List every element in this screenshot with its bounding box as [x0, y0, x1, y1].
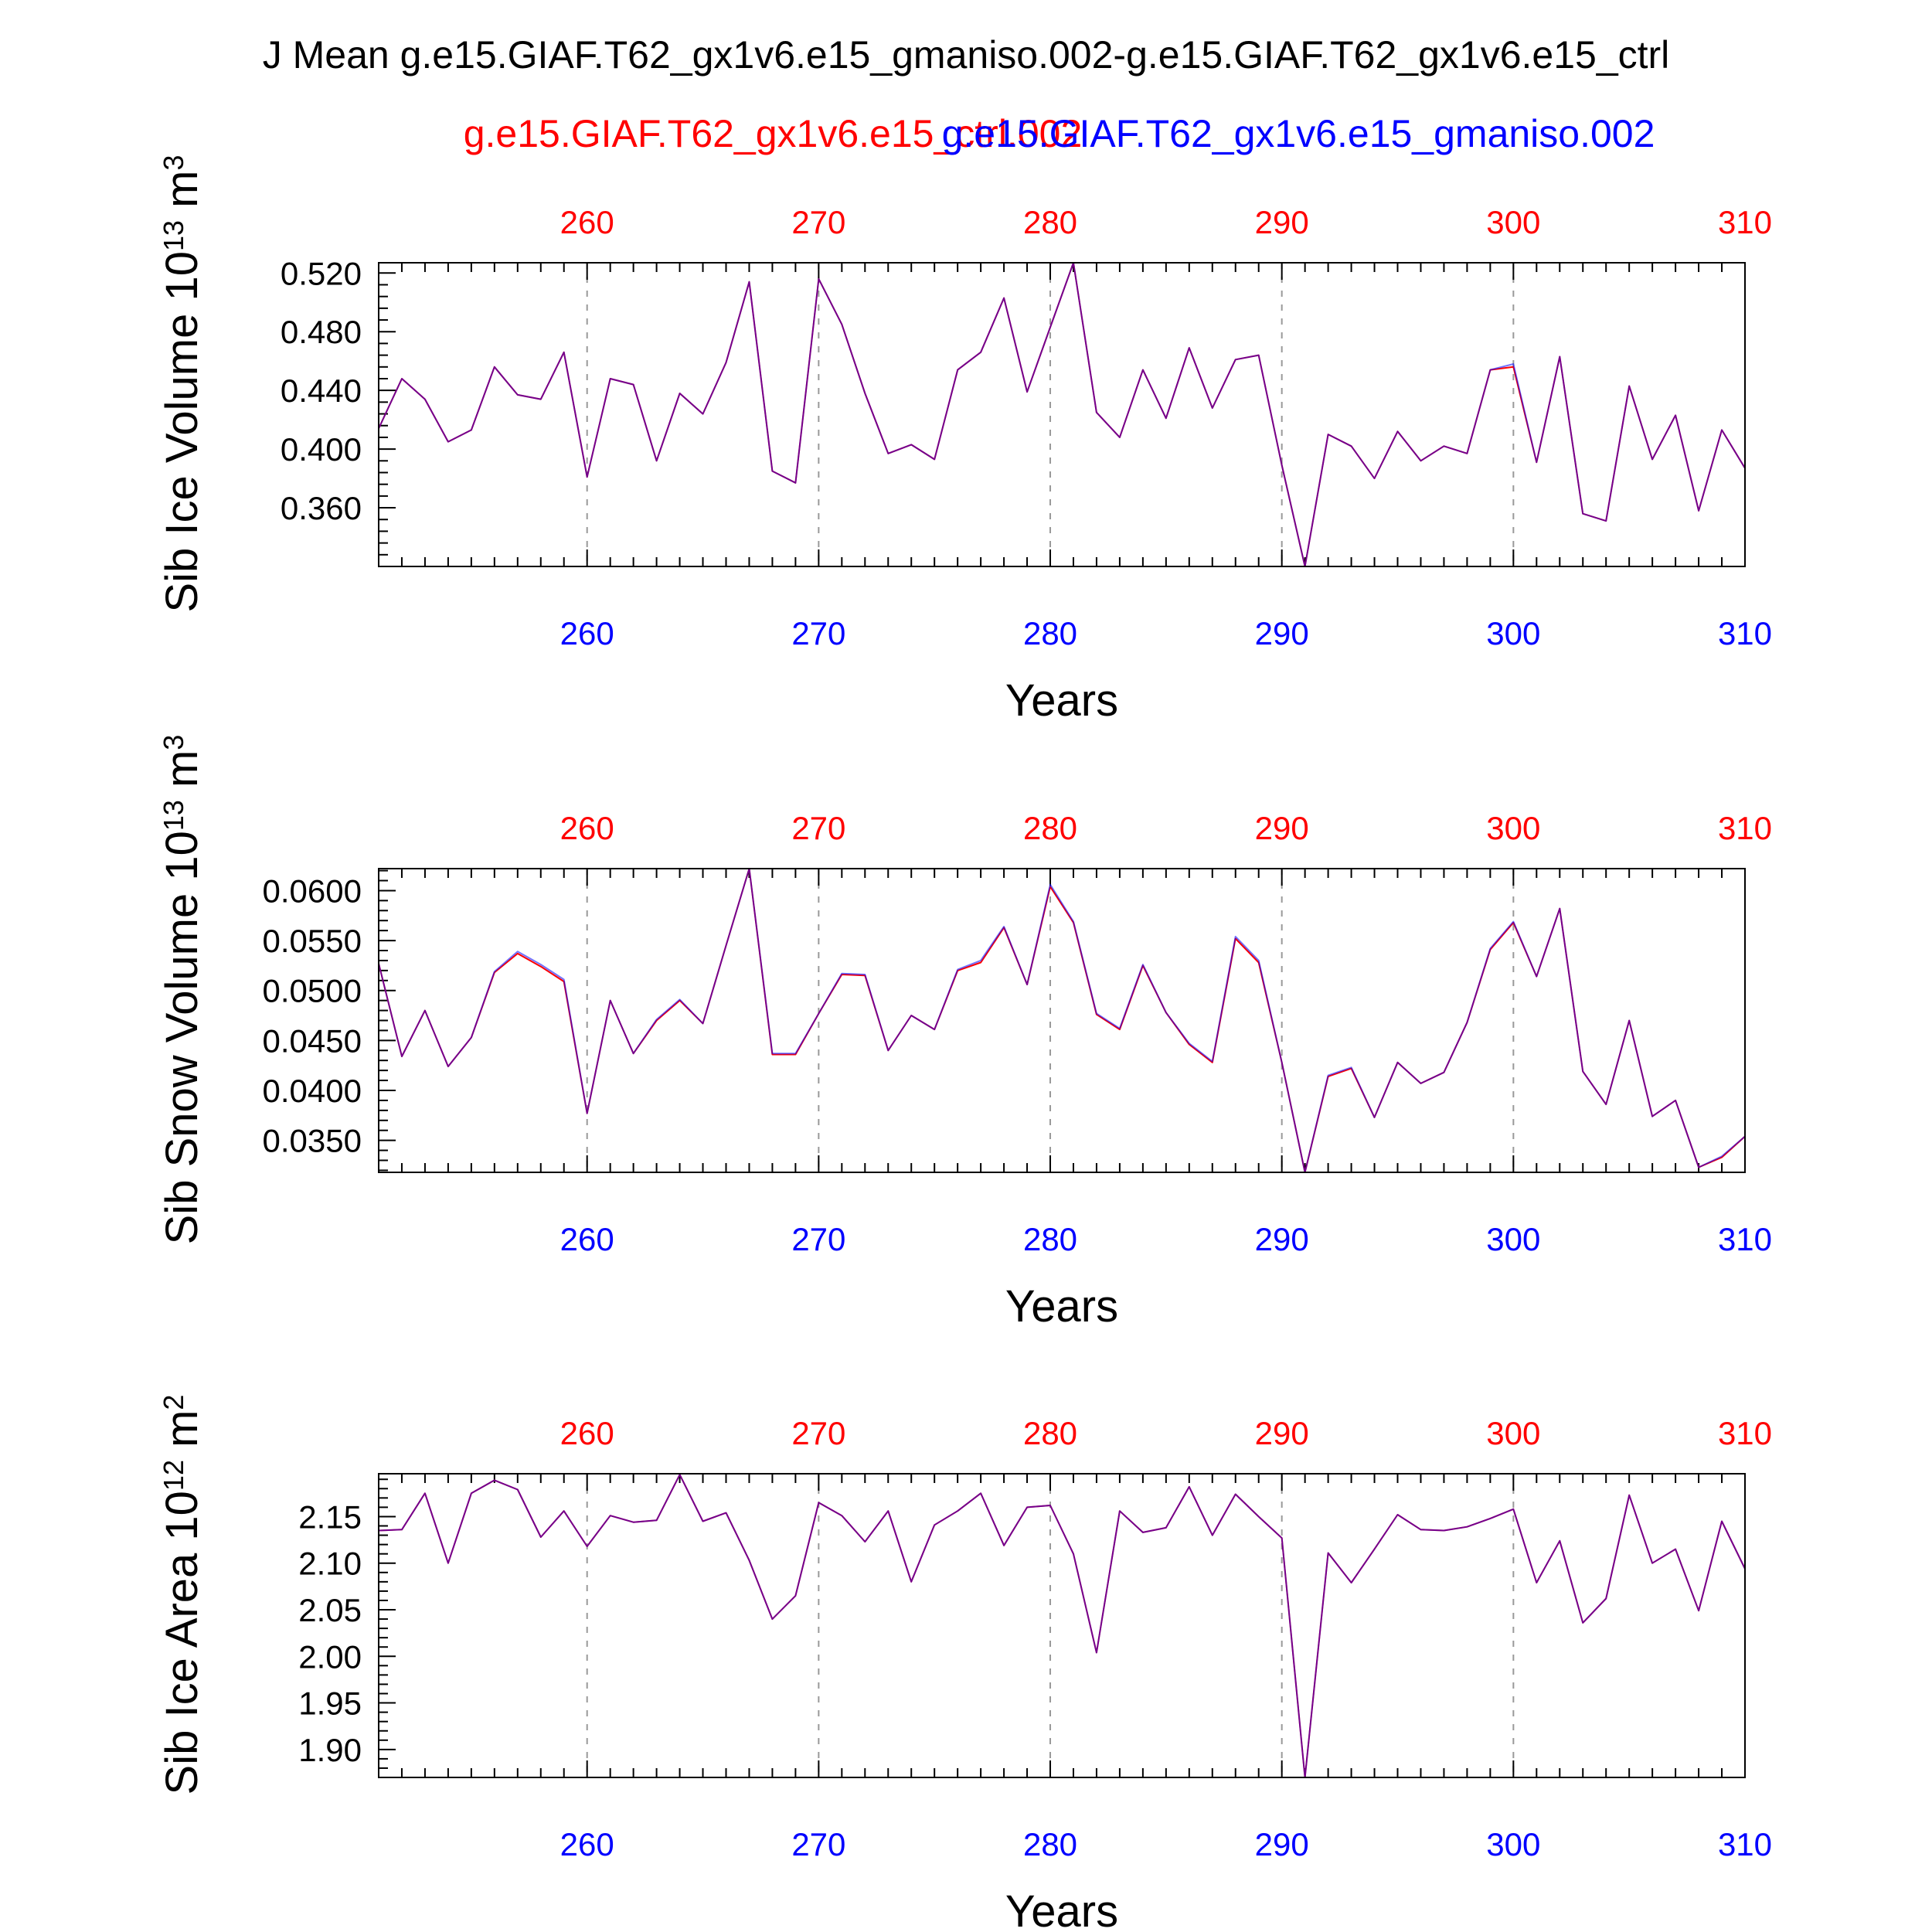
- x-tick-label-top: 290: [1255, 1415, 1309, 1451]
- x-tick-label-bottom: 290: [1255, 615, 1309, 651]
- figure-title: J Mean g.e15.GIAF.T62_gx1v6.e15_gmaniso.…: [263, 33, 1670, 77]
- x-tick-label-bottom: 300: [1486, 615, 1540, 651]
- series-line-2: [378, 1474, 1746, 1778]
- y-tick-label: 2.00: [298, 1638, 362, 1675]
- y-tick-label: 0.0600: [263, 872, 362, 909]
- y-tick-label: 0.440: [281, 372, 362, 409]
- x-axis-title: Years: [1005, 1886, 1118, 1932]
- y-tick-label: 1.90: [298, 1732, 362, 1768]
- chart-panel-1: 0.360 0.400 0.440 0.480 0.520 260 260 270 270 280…: [157, 155, 1772, 726]
- x-tick-label-bottom: 260: [560, 1221, 614, 1257]
- x-tick-label-bottom: 300: [1486, 1826, 1540, 1862]
- x-tick-label-top: 310: [1718, 204, 1772, 240]
- y-axis-title-superscript: 12: [158, 1460, 189, 1491]
- x-tick-label-top: 300: [1486, 1415, 1540, 1451]
- y-tick-label: 0.0550: [263, 923, 362, 959]
- y-axis-title-text: m: [157, 1410, 207, 1460]
- series-line-2: [378, 262, 1746, 567]
- series-line-1: [378, 262, 1746, 567]
- x-tick-label-bottom: 270: [791, 1826, 845, 1862]
- plot-frame: [378, 868, 1746, 1173]
- y-axis-title: Sib Ice Area 1012 m2: [157, 1395, 207, 1795]
- plot-frame: [378, 262, 1746, 567]
- x-tick-label-bottom: 280: [1023, 1221, 1077, 1257]
- y-axis-title-superscript: 13: [158, 220, 189, 251]
- x-tick-label-bottom: 310: [1718, 1826, 1772, 1862]
- x-tick-label-bottom: 310: [1718, 1221, 1772, 1257]
- series-line-1: [378, 1474, 1746, 1778]
- x-tick-label-bottom: 270: [791, 1221, 845, 1257]
- plot-frame: [378, 1473, 1746, 1778]
- y-axis-title-superscript: 3: [158, 155, 189, 170]
- y-tick-label: 2.15: [298, 1498, 362, 1535]
- x-tick-label-top: 270: [791, 204, 845, 240]
- y-axis-title-text: Sib Ice Volume 10: [157, 251, 207, 613]
- series-line-2: [378, 868, 1746, 1173]
- panels: 0.360 0.400 0.440 0.480 0.520 260 260 270 270 280…: [157, 155, 1772, 1932]
- y-tick-label: 0.0450: [263, 1022, 362, 1059]
- y-tick-label: 0.0350: [263, 1123, 362, 1159]
- x-tick-label-top: 300: [1486, 810, 1540, 846]
- chart-panel-2: 0.0350 0.0400 0.0450 0.0500 0.0550 0.0600 260 2…: [157, 735, 1772, 1332]
- y-axis-title-superscript: 13: [158, 800, 189, 831]
- y-tick-label: 0.400: [281, 431, 362, 468]
- y-axis-title-superscript: 2: [158, 1395, 189, 1410]
- x-tick-label-top: 260: [560, 204, 614, 240]
- x-tick-label-top: 260: [560, 810, 614, 846]
- series-line-1: [378, 868, 1746, 1173]
- x-tick-label-bottom: 270: [791, 615, 845, 651]
- x-tick-label-top: 270: [791, 1415, 845, 1451]
- x-tick-label-top: 270: [791, 810, 845, 846]
- y-tick-label: 0.520: [281, 255, 362, 291]
- y-axis-title-text: m: [157, 750, 207, 800]
- x-tick-label-bottom: 300: [1486, 1221, 1540, 1257]
- x-tick-label-top: 260: [560, 1415, 614, 1451]
- y-tick-label: 2.10: [298, 1546, 362, 1582]
- x-tick-label-bottom: 260: [560, 1826, 614, 1862]
- x-tick-label-top: 310: [1718, 1415, 1772, 1451]
- x-tick-label-bottom: 280: [1023, 615, 1077, 651]
- y-axis-title-text: m: [157, 171, 207, 220]
- x-axis-title: Years: [1005, 675, 1118, 726]
- case-label-top: g.e15.GIAF.T62_gx1v6.e15_ctrl.002: [464, 112, 1083, 155]
- y-tick-label: 0.0500: [263, 973, 362, 1009]
- y-axis-title-text: Sib Snow Volume 10: [157, 831, 207, 1244]
- x-tick-label-bottom: 290: [1255, 1221, 1309, 1257]
- y-axis-title: Sib Snow Volume 1013 m3: [157, 735, 207, 1245]
- x-tick-label-top: 290: [1255, 810, 1309, 846]
- y-tick-label: 2.05: [298, 1592, 362, 1628]
- x-tick-label-bottom: 290: [1255, 1826, 1309, 1862]
- y-tick-label: 0.0400: [263, 1073, 362, 1109]
- y-tick-label: 1.95: [298, 1685, 362, 1722]
- x-tick-label-bottom: 310: [1718, 615, 1772, 651]
- x-tick-label-top: 310: [1718, 810, 1772, 846]
- y-axis-title-superscript: 3: [158, 735, 189, 750]
- chart-panel-3: 1.90 1.95 2.00 2.05 2.10 2.15 260 260 270 270 280 2…: [157, 1395, 1772, 1932]
- x-tick-label-bottom: 260: [560, 615, 614, 651]
- x-tick-label-top: 300: [1486, 204, 1540, 240]
- x-axis-title: Years: [1005, 1281, 1118, 1332]
- y-tick-label: 0.480: [281, 314, 362, 350]
- x-tick-label-bottom: 280: [1023, 1826, 1077, 1862]
- y-tick-label: 0.360: [281, 490, 362, 526]
- x-tick-label-top: 280: [1023, 810, 1077, 846]
- case-label-bottom: g.e15.GIAF.T62_gx1v6.e15_gmaniso.002: [942, 112, 1655, 155]
- x-tick-label-top: 280: [1023, 204, 1077, 240]
- x-tick-label-top: 290: [1255, 204, 1309, 240]
- x-tick-label-top: 280: [1023, 1415, 1077, 1451]
- y-axis-title: Sib Ice Volume 1013 m3: [157, 155, 207, 612]
- y-axis-title-text: Sib Ice Area 10: [157, 1491, 207, 1794]
